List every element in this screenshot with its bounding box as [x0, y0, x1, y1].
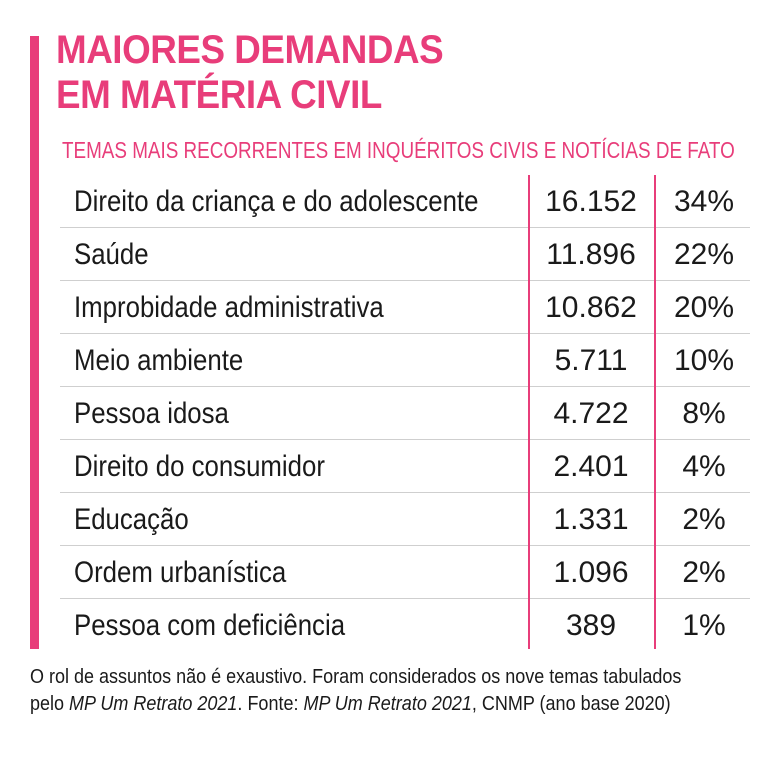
footnote-text-c: . Fonte: [237, 693, 304, 715]
row-value: 389 [565, 609, 617, 642]
column-divider-percent [654, 175, 656, 649]
page-title: MAIORES DEMANDAS EM MATÉRIA CIVIL [56, 28, 444, 118]
row-percent: 20% [673, 291, 735, 324]
title-line-1: MAIORES DEMANDAS [56, 28, 444, 72]
row-value: 11.896 [546, 238, 636, 271]
table-row: Direito da criança e do adolescente 16.15… [60, 175, 750, 228]
table-row: Direito do consumidor 2.401 4% [60, 440, 750, 493]
table-row: Pessoa idosa 4.722 8% [60, 387, 750, 440]
table-row: Pessoa com deficiência 389 1% [60, 599, 750, 652]
row-percent: 1% [682, 609, 726, 642]
title-line-2: EM MATÉRIA CIVIL [56, 73, 382, 117]
row-percent: 34% [673, 185, 735, 218]
footnote-source-name-2: MP Um Retrato 2021 [303, 693, 472, 715]
data-table: Direito da criança e do adolescente 16.15… [60, 175, 750, 652]
row-theme: Direito da criança e do adolescente [74, 185, 479, 218]
row-theme: Ordem urbanística [74, 556, 287, 589]
footnote: O rol de assuntos não é exaustivo. Foram… [30, 664, 687, 718]
row-theme: Improbidade administrativa [74, 291, 384, 324]
table-row: Improbidade administrativa 10.862 20% [60, 281, 750, 334]
footnote-text-a: pelo [30, 693, 70, 715]
row-value: 2.401 [553, 450, 629, 483]
footnote-source-name-1: MP Um Retrato 2021 [69, 693, 238, 715]
row-value: 5.711 [554, 344, 628, 377]
row-percent: 2% [682, 556, 726, 589]
row-theme: Pessoa com deficiência [74, 609, 346, 642]
row-value: 16.152 [545, 185, 637, 218]
row-theme: Educação [74, 503, 189, 536]
footnote-line-1: O rol de assuntos não é exaustivo. Foram… [30, 666, 682, 688]
table-row: Saúde 11.896 22% [60, 228, 750, 281]
subtitle: TEMAS MAIS RECORRENTES EM INQUÉRITOS CIV… [62, 137, 735, 163]
row-percent: 2% [682, 503, 726, 536]
row-theme: Direito do consumidor [74, 450, 325, 483]
row-percent: 22% [673, 238, 735, 271]
accent-bar [30, 36, 39, 649]
row-percent: 8% [682, 397, 726, 430]
row-theme: Meio ambiente [74, 344, 244, 377]
column-divider-value [528, 175, 530, 649]
row-percent: 4% [682, 450, 726, 483]
table-row: Meio ambiente 5.711 10% [60, 334, 750, 387]
table-row: Educação 1.331 2% [60, 493, 750, 546]
row-theme: Saúde [74, 238, 149, 271]
table-row: Ordem urbanística 1.096 2% [60, 546, 750, 599]
row-value: 1.331 [553, 503, 629, 536]
row-value: 1.096 [553, 556, 629, 589]
row-value: 4.722 [553, 397, 629, 430]
row-theme: Pessoa idosa [74, 397, 229, 430]
row-percent: 10% [673, 344, 735, 377]
footnote-text-e: , CNMP (ano base 2020) [471, 693, 671, 715]
row-value: 10.862 [545, 291, 637, 324]
